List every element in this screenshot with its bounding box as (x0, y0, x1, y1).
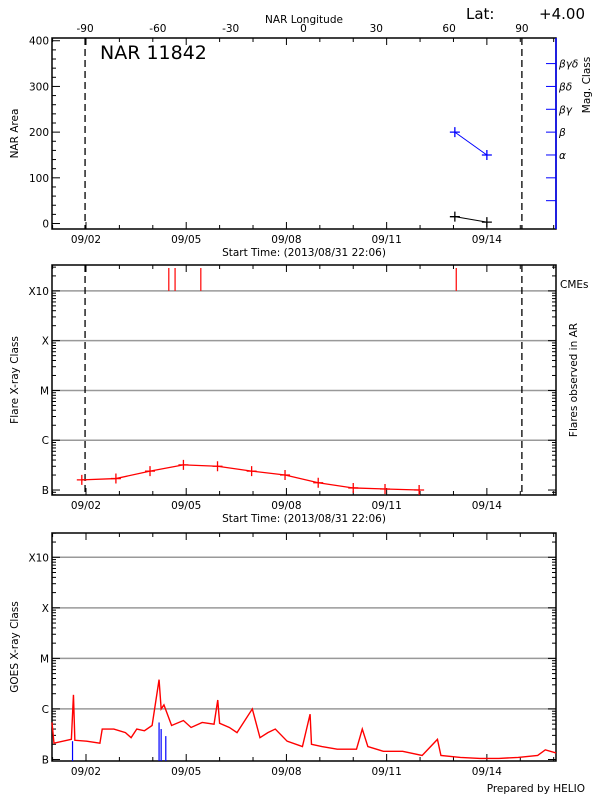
flare-class-point (212, 461, 223, 472)
x-axis-title: Start Time: (2013/08/31 22:06) (222, 247, 386, 259)
longitude-tick-label: 0 (300, 23, 307, 35)
flare-class-point (348, 482, 359, 493)
y-tick-label: 400 (29, 36, 49, 48)
longitude-tick-label: -60 (149, 23, 166, 35)
longitude-tick-label: -30 (222, 23, 239, 35)
x-tick-label: 09/11 (372, 500, 402, 512)
mag-class-label: α (559, 150, 566, 162)
y-tick-label-X10: X10 (28, 552, 49, 564)
longitude-axis-title: NAR Longitude (265, 14, 343, 26)
area-point (481, 217, 492, 228)
latitude-value: +4.00 (539, 5, 585, 23)
longitude-tick-label: 30 (370, 23, 383, 35)
mag-class-label: βγδ (558, 59, 578, 71)
flares-observed-axis-title: Flares observed in AR (568, 323, 580, 437)
y-axis-title: GOES X-ray Class (9, 601, 21, 692)
x-tick-label: 09/14 (472, 234, 503, 246)
y-tick-label-X10: X10 (28, 286, 49, 298)
plot-frame (51, 37, 557, 230)
mag-class-label: β (558, 127, 566, 139)
x-tick-label: 09/02 (71, 500, 101, 512)
flare-class-point (280, 470, 291, 481)
flare-class-point (178, 459, 189, 470)
latitude-label: Lat: (466, 5, 494, 23)
x-tick-label: 09/05 (171, 500, 201, 512)
region-title: NAR 11842 (100, 42, 207, 64)
y-tick-label-M: M (40, 653, 49, 665)
goes-flux-line (51, 679, 557, 760)
area-line (454, 216, 487, 223)
x-tick-label: 09/02 (71, 766, 101, 778)
flare-class-point (246, 466, 257, 477)
mag-class-label: βγ (558, 104, 573, 116)
x-tick-label: 09/08 (271, 500, 301, 512)
flare-class-point (313, 477, 324, 488)
x-tick-label: 09/05 (171, 234, 201, 246)
y-axis-title: Flare X-ray Class (9, 336, 21, 424)
flare-class-point (76, 474, 87, 485)
x-tick-label: 09/14 (472, 500, 503, 512)
mag_class-point (449, 127, 460, 138)
cme-label: CMEs (560, 279, 589, 291)
mag-class-axis-title: Mag. Class (581, 57, 593, 113)
x-tick-label: 09/05 (171, 766, 201, 778)
x-tick-label: 09/11 (372, 234, 402, 246)
y-tick-label: 0 (42, 219, 49, 231)
x-axis-title: Start Time: (2013/08/31 22:06) (222, 513, 386, 525)
flare-class-point (110, 473, 121, 484)
longitude-tick-label: 60 (442, 23, 455, 35)
y-tick-label: 100 (29, 173, 49, 185)
y-axis-title: NAR Area (9, 109, 21, 159)
y-tick-label-C: C (42, 435, 49, 447)
footer-credit: Prepared by HELIO (487, 783, 585, 795)
flare-class-point (145, 466, 156, 477)
y-tick-label-B: B (42, 754, 49, 766)
x-tick-label: 09/08 (271, 234, 301, 246)
x-tick-label: 09/14 (472, 766, 503, 778)
mag_class-line (454, 131, 488, 156)
mag-class-label: βδ (558, 81, 572, 93)
y-tick-label-B: B (42, 485, 49, 497)
flare-class-point (414, 485, 425, 496)
y-tick-label-M: M (40, 385, 49, 397)
flare-class-point (380, 483, 391, 494)
mag_class-point (481, 149, 492, 160)
x-tick-label: 09/08 (271, 766, 301, 778)
x-tick-label: 09/02 (71, 234, 101, 246)
area-point (449, 211, 460, 222)
x-tick-label: 09/11 (372, 766, 402, 778)
y-tick-label-C: C (42, 704, 49, 716)
y-tick-label: 300 (29, 81, 49, 93)
y-tick-label-X: X (42, 336, 49, 348)
flare-class-line (81, 464, 420, 491)
plot-frame (51, 264, 557, 496)
y-tick-label-X: X (42, 603, 49, 615)
longitude-tick-label: -90 (76, 23, 93, 35)
y-tick-label: 200 (29, 127, 49, 139)
plot-frame (51, 532, 557, 762)
longitude-tick-label: 90 (515, 23, 528, 35)
